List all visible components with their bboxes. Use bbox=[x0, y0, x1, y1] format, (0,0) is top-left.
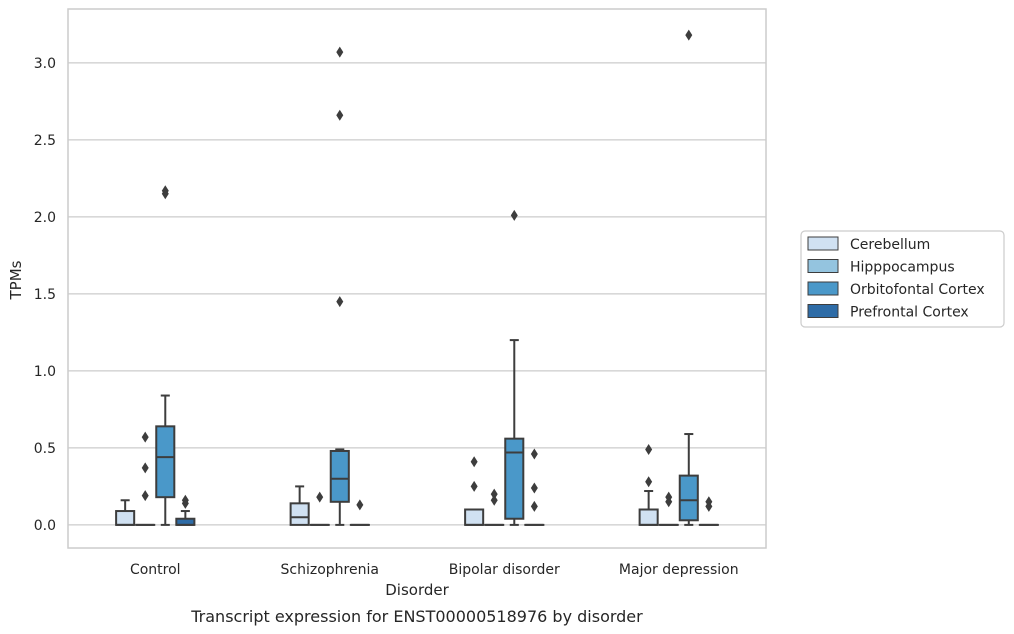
y-tick-label: 3.0 bbox=[34, 56, 56, 72]
y-tick-label: 0.5 bbox=[34, 441, 56, 457]
legend-swatch bbox=[807, 304, 839, 318]
outlier-point bbox=[490, 488, 498, 500]
outlier-point bbox=[470, 480, 478, 492]
y-tick-label: 0.0 bbox=[34, 518, 56, 534]
legend-swatch bbox=[807, 236, 839, 251]
outlier-point bbox=[645, 476, 653, 488]
iqr-box bbox=[329, 449, 350, 503]
x-axis-label: Disorder bbox=[385, 581, 449, 599]
outlier-point bbox=[530, 482, 538, 494]
iqr-box bbox=[155, 425, 176, 499]
box-cerebellum-major-depression bbox=[638, 443, 659, 526]
x-tick-label: Schizophrenia bbox=[281, 562, 379, 578]
iqr-box bbox=[289, 502, 310, 526]
legend-swatch bbox=[807, 259, 839, 273]
outlier-point bbox=[685, 29, 693, 41]
y-tick-label: 2.0 bbox=[34, 210, 56, 226]
outlier-point bbox=[530, 448, 538, 460]
box-hipppocampus-control bbox=[135, 431, 156, 526]
legend-item: Orbitofontal Cortex bbox=[807, 281, 985, 298]
iqr-box bbox=[464, 508, 485, 526]
box-prefrontal-cortex-schizophrenia bbox=[349, 499, 370, 526]
outlier-point bbox=[181, 494, 189, 506]
box-hipppocampus-major-depression bbox=[658, 491, 679, 526]
x-tick-label: Major depression bbox=[619, 562, 739, 578]
outlier-point bbox=[665, 491, 673, 503]
outlier-point bbox=[336, 109, 344, 121]
outlier-point bbox=[645, 443, 653, 455]
outlier-point bbox=[530, 500, 538, 512]
iqr-box bbox=[504, 437, 525, 520]
y-tick-label: 1.5 bbox=[34, 287, 56, 303]
x-tick-label: Bipolar disorder bbox=[449, 562, 560, 578]
iqr-box bbox=[115, 510, 136, 526]
outlier-point bbox=[336, 46, 344, 58]
box-plot-area bbox=[115, 29, 719, 526]
box-orbitofontal-cortex-schizophrenia bbox=[329, 46, 350, 526]
outlier-point bbox=[705, 496, 713, 508]
outlier-point bbox=[490, 494, 498, 506]
box-orbitofontal-cortex-major-depression bbox=[678, 29, 699, 526]
y-axis-ticks: 0.0 0.5 1.0 1.5 2.0 2.5 3.0 bbox=[34, 56, 56, 534]
chart-caption: Transcript expression for ENST0000051897… bbox=[190, 607, 643, 626]
box-prefrontal-cortex-major-depression bbox=[698, 496, 719, 526]
x-tick-label: Control bbox=[130, 562, 181, 578]
legend-label: Prefrontal Cortex bbox=[850, 305, 969, 321]
box-hipppocampus-bipolar-disorder bbox=[484, 488, 505, 526]
legend-item: Prefrontal Cortex bbox=[807, 304, 969, 321]
y-tick-label: 2.5 bbox=[34, 133, 56, 149]
legend-item: Hipppocampus bbox=[807, 259, 955, 276]
outlier-point bbox=[510, 209, 518, 221]
y-axis-label: TPMs bbox=[7, 260, 25, 300]
box-hipppocampus-schizophrenia bbox=[309, 491, 330, 526]
iqr-box bbox=[678, 474, 699, 522]
legend: Cerebellum Hipppocampus Orbitofontal Corte… bbox=[800, 230, 1005, 328]
outlier-point bbox=[470, 456, 478, 468]
box-orbitofontal-cortex-bipolar-disorder bbox=[504, 209, 525, 526]
outlier-point bbox=[356, 499, 364, 511]
legend-item: Cerebellum bbox=[807, 236, 930, 253]
outlier-point bbox=[161, 185, 169, 197]
legend-swatch bbox=[807, 281, 839, 296]
outlier-point bbox=[141, 490, 149, 502]
legend-label: Hipppocampus bbox=[850, 260, 955, 276]
grid-lines bbox=[68, 62, 766, 526]
outlier-point bbox=[141, 431, 149, 443]
iqr-box bbox=[638, 508, 659, 526]
box-orbitofontal-cortex-control bbox=[155, 185, 176, 526]
box-prefrontal-cortex-bipolar-disorder bbox=[524, 448, 545, 526]
outlier-point bbox=[316, 491, 324, 503]
legend-label: Orbitofontal Cortex bbox=[850, 282, 985, 298]
plot-frame bbox=[67, 8, 767, 549]
box-cerebellum-schizophrenia bbox=[289, 485, 310, 526]
box-prefrontal-cortex-control bbox=[175, 494, 196, 526]
y-tick-label: 1.0 bbox=[34, 364, 56, 380]
box-cerebellum-control bbox=[115, 499, 136, 526]
box-cerebellum-bipolar-disorder bbox=[464, 456, 485, 526]
legend-frame bbox=[800, 230, 1005, 328]
x-axis-ticks: Control Schizophrenia Bipolar disorder Majo… bbox=[130, 562, 739, 578]
outlier-point bbox=[336, 296, 344, 308]
legend-label: Cerebellum bbox=[850, 237, 930, 253]
outlier-point bbox=[141, 462, 149, 474]
